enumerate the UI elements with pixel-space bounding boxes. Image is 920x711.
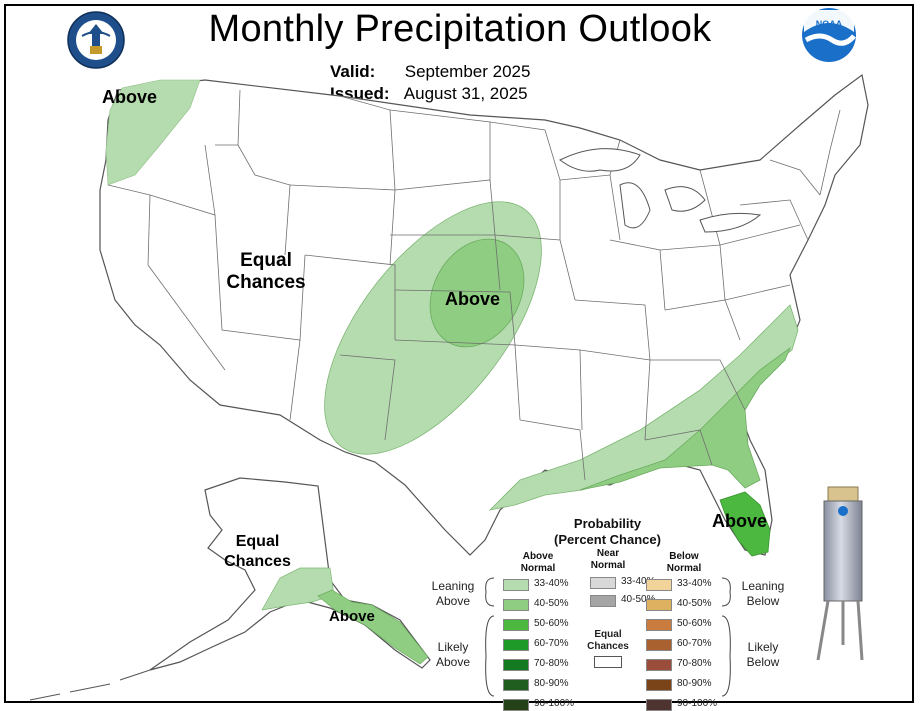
above-swatch-5 <box>503 679 529 691</box>
above-normal-heading: Above Normal <box>510 551 566 575</box>
state-lines <box>107 89 841 481</box>
above-swatch-2 <box>503 619 529 631</box>
below-swatch-5 <box>646 679 672 691</box>
above-swatch-1 <box>503 599 529 611</box>
below-range-4: 70-80% <box>677 658 712 669</box>
below-range-6: 90-100% <box>677 698 718 709</box>
noaa-logo-icon: NOAA <box>802 8 856 62</box>
above-range-5: 80-90% <box>534 678 569 689</box>
west-equal-word: Equal <box>240 250 292 271</box>
above-range-4: 70-80% <box>534 658 569 669</box>
alaska-above-33-40 <box>261 567 335 611</box>
alaska-aleutians <box>29 669 151 701</box>
near-head-word: Near <box>596 548 620 559</box>
equal-chances-legend-label: Equal Chances <box>580 629 636 653</box>
below-range-1: 40-50% <box>677 598 712 609</box>
below-swatch-6 <box>646 699 672 711</box>
above-range-0: 33-40% <box>534 578 569 589</box>
below-head-word: Below <box>669 551 699 562</box>
right-brackets <box>721 577 731 697</box>
likely-below-word2: Below <box>746 655 780 669</box>
alaska-se-above-40-50 <box>317 589 429 665</box>
florida-above-50-60 <box>719 491 771 557</box>
page-title: Monthly Precipitation Outlook <box>208 8 712 50</box>
pacific-nw-label: Above <box>102 87 158 107</box>
likely-above-label: Likely Above <box>425 640 481 670</box>
below-swatch-0 <box>646 579 672 591</box>
valid-label: Valid: <box>330 62 376 81</box>
conus-map <box>99 73 869 557</box>
equal-chances-word2: Chances <box>587 641 629 652</box>
pacific-nw-above-area <box>105 79 201 186</box>
leaning-above-word2: Above <box>435 594 471 608</box>
equal-chances-swatch <box>594 656 622 668</box>
above-head-normal: Normal <box>520 563 556 574</box>
alaska-map <box>29 477 431 701</box>
commerce-seal-icon <box>67 11 125 69</box>
equal-chances-word1: Equal <box>594 629 622 640</box>
above-range-2: 50-60% <box>534 618 569 629</box>
near-range-0: 33-40% <box>621 576 656 587</box>
alaska-equal-chances-label: Equal Chances <box>215 532 300 572</box>
likely-below-word1: Likely <box>747 640 779 654</box>
legend-title-line2: (Percent Chance) <box>554 532 661 547</box>
below-range-2: 50-60% <box>677 618 712 629</box>
below-swatch-1 <box>646 599 672 611</box>
below-swatch-4 <box>646 659 672 671</box>
alaska-equal-word: Equal <box>235 533 280 550</box>
above-head-word: Above <box>522 551 554 562</box>
above-swatch-3 <box>503 639 529 651</box>
florida-label: Above <box>712 511 768 531</box>
near-swatch-0 <box>590 577 616 589</box>
likely-above-word1: Likely <box>437 640 469 654</box>
near-normal-heading: Near Normal <box>584 548 632 572</box>
valid-line: Valid: September 2025 <box>330 62 530 82</box>
west-equal-chances-label: Equal Chances <box>216 250 316 294</box>
above-swatch-6 <box>503 699 529 711</box>
likely-below-label: Likely Below <box>735 640 791 670</box>
above-swatch-4 <box>503 659 529 671</box>
above-range-3: 60-70% <box>534 638 569 649</box>
leaning-above-label: Leaning Above <box>425 579 481 609</box>
issued-value: August 31, 2025 <box>403 84 528 103</box>
below-normal-heading: Below Normal <box>660 551 708 575</box>
below-range-5: 80-90% <box>677 678 712 689</box>
leaning-above-word1: Leaning <box>431 579 475 593</box>
legend-title: Probability (Percent Chance) <box>520 516 695 548</box>
leaning-below-label: Leaning Below <box>735 579 791 609</box>
above-range-1: 40-50% <box>534 598 569 609</box>
noaa-logo-text: NOAA <box>816 19 843 29</box>
below-swatch-2 <box>646 619 672 631</box>
near-swatch-1 <box>590 595 616 607</box>
southeast-above-40-50 <box>579 346 791 491</box>
below-swatch-3 <box>646 639 672 651</box>
near-range-1: 40-50% <box>621 594 656 605</box>
below-range-3: 60-70% <box>677 638 712 649</box>
rain-gauge-icon <box>816 486 864 661</box>
great-lakes <box>559 148 762 233</box>
above-range-6: 90-100% <box>534 698 575 709</box>
above-swatch-0 <box>503 579 529 591</box>
leaning-below-word2: Below <box>746 594 780 608</box>
alaska-se-label: Above <box>329 608 375 625</box>
valid-value: September 2025 <box>404 62 531 81</box>
legend-title-line1: Probability <box>573 516 642 531</box>
near-head-normal: Normal <box>590 560 626 571</box>
below-head-normal: Normal <box>666 563 702 574</box>
central-plains-label: Above <box>445 289 501 309</box>
left-brackets <box>485 577 495 697</box>
alaska-chances-word: Chances <box>224 553 291 570</box>
likely-above-word2: Above <box>435 655 471 669</box>
leaning-below-word1: Leaning <box>741 579 785 593</box>
below-range-0: 33-40% <box>677 578 712 589</box>
west-chances-word: Chances <box>226 272 306 293</box>
